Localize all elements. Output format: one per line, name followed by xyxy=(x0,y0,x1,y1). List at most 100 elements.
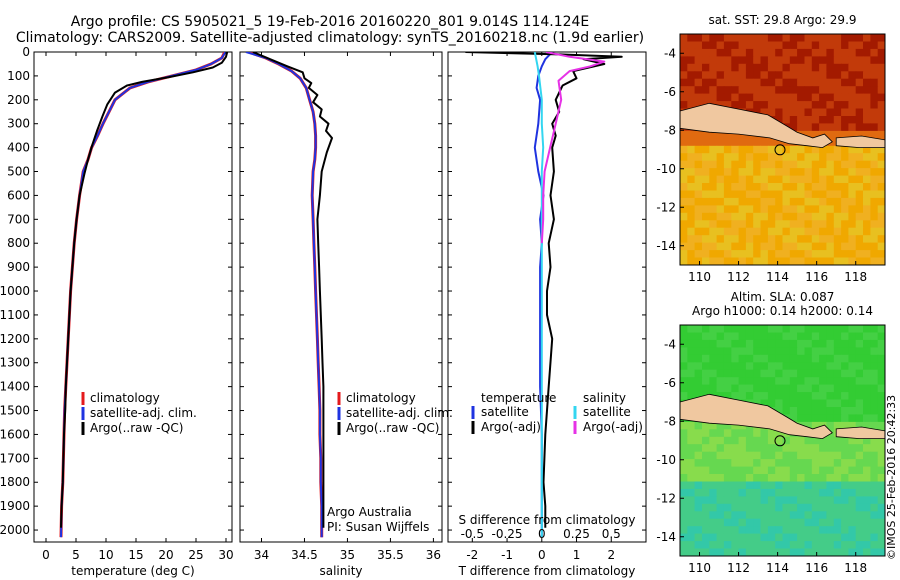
map-cell xyxy=(731,421,740,430)
map-cell xyxy=(731,481,740,490)
map-cell xyxy=(804,496,813,505)
map-cell xyxy=(863,153,871,162)
map-cell xyxy=(797,123,805,132)
map-cell xyxy=(775,175,784,184)
map-cell xyxy=(731,332,740,341)
map-cell xyxy=(709,220,718,229)
map-cell xyxy=(863,242,871,251)
map-cell xyxy=(855,459,864,468)
map-cell xyxy=(848,130,857,139)
map-cell xyxy=(680,86,688,95)
map-cell xyxy=(738,369,747,378)
map-cell xyxy=(702,63,710,72)
map-cell xyxy=(745,429,754,438)
map-cell xyxy=(731,257,740,265)
map-cell xyxy=(723,138,732,147)
map-cell xyxy=(855,518,864,527)
map-cell xyxy=(870,488,879,497)
y-tick-label: 400 xyxy=(7,141,30,155)
x-tick-label: 5 xyxy=(72,548,80,562)
map-cell xyxy=(767,548,776,556)
map-cell xyxy=(702,34,710,43)
map-cell xyxy=(863,518,871,527)
map-cell xyxy=(753,235,762,244)
map-cell xyxy=(753,533,762,542)
map-cell xyxy=(745,197,754,206)
map-cell xyxy=(680,325,688,334)
map-cell xyxy=(709,518,718,527)
map-cell xyxy=(833,474,842,483)
map-cell xyxy=(702,533,710,542)
map-cell xyxy=(789,496,798,505)
map-cell xyxy=(775,235,784,244)
map-cell xyxy=(863,48,871,57)
map-cell xyxy=(848,48,857,57)
map-cell xyxy=(855,421,864,430)
y-tick-label: 100 xyxy=(7,69,30,83)
map-cell xyxy=(702,257,710,265)
map-cell xyxy=(709,153,718,162)
map-cell xyxy=(709,138,718,147)
map-cell xyxy=(811,153,820,162)
map-cell xyxy=(760,168,769,177)
map-cell xyxy=(782,481,791,490)
map-cell xyxy=(753,488,762,497)
map-cell xyxy=(731,48,740,57)
map-cell xyxy=(863,496,871,505)
map-cell xyxy=(716,138,725,147)
map-cell xyxy=(841,190,849,199)
map-cell xyxy=(819,466,827,475)
map-cell xyxy=(694,257,703,265)
map-cell xyxy=(709,533,718,542)
map-cell xyxy=(819,488,827,497)
x-tick-label: 34 xyxy=(254,548,269,562)
map-cell xyxy=(753,183,762,192)
map-cell xyxy=(709,235,718,244)
map-cell xyxy=(804,347,813,356)
map-cell xyxy=(811,101,820,110)
map-cell xyxy=(753,175,762,184)
map-cell xyxy=(870,548,879,556)
map-cell xyxy=(855,242,864,251)
map-cell xyxy=(767,369,776,378)
map-cell xyxy=(855,63,864,72)
map-cell xyxy=(819,526,827,535)
map-cell xyxy=(745,481,754,490)
map-cell xyxy=(826,130,835,139)
map-cell xyxy=(789,399,798,408)
difference-xlabel: T difference from climatology xyxy=(458,564,636,578)
map-cell xyxy=(709,354,718,363)
map-cell xyxy=(841,354,849,363)
map-cell xyxy=(767,138,776,147)
series-satellite-adj-clim xyxy=(245,52,323,538)
map-cell xyxy=(804,205,813,214)
map-cell xyxy=(767,93,776,102)
map-cell xyxy=(687,429,696,438)
land-sumbawa xyxy=(835,426,885,440)
land-sumbawa xyxy=(835,135,885,149)
map-cell xyxy=(716,41,725,50)
map-cell xyxy=(826,212,835,221)
map-cell xyxy=(804,533,813,542)
map-cell xyxy=(855,183,864,192)
map-cell xyxy=(819,459,827,468)
map-cell xyxy=(760,533,769,542)
map-cell xyxy=(716,220,725,229)
map-cell xyxy=(855,227,864,236)
map-cell xyxy=(833,541,842,550)
map-cell xyxy=(731,362,740,371)
map-cell xyxy=(833,511,842,520)
map-cell xyxy=(855,123,864,132)
map-cell xyxy=(723,93,732,102)
map-cell xyxy=(782,160,791,169)
map-cell xyxy=(877,190,885,199)
map-cell xyxy=(767,101,776,110)
map-cell xyxy=(863,168,871,177)
argo-position-marker xyxy=(774,435,786,447)
map-cell xyxy=(804,183,813,192)
map-cell xyxy=(767,362,776,371)
map-cell xyxy=(797,459,805,468)
map-cell xyxy=(841,444,849,453)
map-cell xyxy=(731,168,740,177)
